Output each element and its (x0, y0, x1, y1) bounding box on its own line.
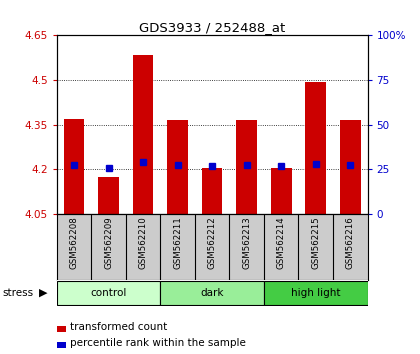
Bar (98, 177, 119, 214)
FancyBboxPatch shape (57, 281, 160, 305)
Text: GSM562213: GSM562213 (242, 216, 251, 269)
Text: GSM562208: GSM562208 (69, 216, 79, 269)
Text: dark: dark (200, 288, 224, 298)
Text: ▶: ▶ (39, 288, 47, 298)
Text: GSM562214: GSM562214 (277, 216, 286, 269)
Text: GSM562210: GSM562210 (139, 216, 147, 269)
Bar (63, 119, 84, 214)
Text: GSM562215: GSM562215 (311, 216, 320, 269)
Bar (305, 81, 326, 214)
Text: control: control (90, 288, 127, 298)
Bar (271, 168, 291, 214)
Text: GSM562216: GSM562216 (346, 216, 355, 269)
Bar (340, 120, 361, 214)
Text: high light: high light (291, 288, 341, 298)
FancyBboxPatch shape (264, 281, 368, 305)
Bar (202, 168, 223, 214)
Text: GSM562211: GSM562211 (173, 216, 182, 269)
Bar (167, 120, 188, 214)
Text: stress: stress (2, 288, 33, 298)
Title: GDS3933 / 252488_at: GDS3933 / 252488_at (139, 21, 285, 34)
Bar (133, 55, 153, 214)
Text: percentile rank within the sample: percentile rank within the sample (70, 338, 246, 348)
Text: transformed count: transformed count (70, 322, 168, 332)
Text: GSM562209: GSM562209 (104, 216, 113, 269)
Text: GSM562212: GSM562212 (207, 216, 217, 269)
Bar (236, 120, 257, 214)
FancyBboxPatch shape (160, 281, 264, 305)
